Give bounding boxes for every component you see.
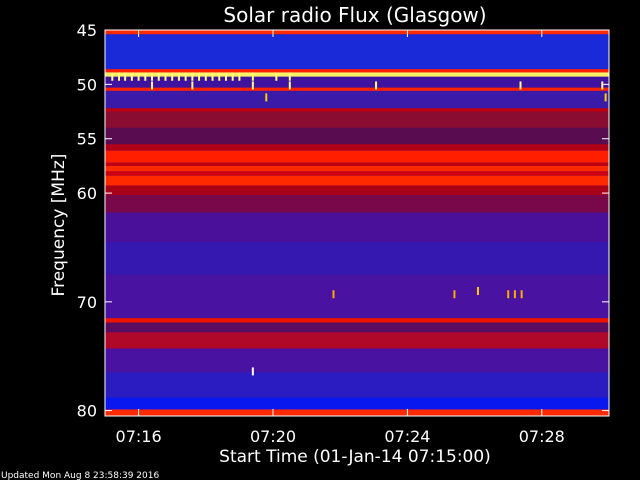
x-tick-label-3: 07:28 xyxy=(519,427,565,446)
burst-0-10 xyxy=(177,72,180,81)
burst-4-4 xyxy=(520,290,523,299)
plot-frame xyxy=(104,29,610,417)
frequency-band-17 xyxy=(105,195,609,213)
burst-0-6 xyxy=(151,72,154,81)
burst-0-16 xyxy=(218,72,221,81)
y-tick-label-5: 80 xyxy=(77,402,97,421)
x-axis-label: Start Time (01-Jan-14 07:15:00) xyxy=(219,447,491,467)
burst-0-3 xyxy=(130,72,133,81)
burst-0-20 xyxy=(251,72,254,81)
burst-4-2 xyxy=(507,290,510,299)
burst-4-3 xyxy=(513,290,516,299)
burst-1-3 xyxy=(288,81,291,90)
burst-0-1 xyxy=(118,72,120,81)
frequency-band-18 xyxy=(105,212,609,243)
frequency-band-10 xyxy=(105,144,609,151)
burst-3-0 xyxy=(476,286,479,295)
frequency-band-6 xyxy=(105,90,609,109)
frequency-band-22 xyxy=(105,322,609,333)
burst-1-1 xyxy=(191,81,194,90)
burst-1-2 xyxy=(251,81,254,90)
burst-0-17 xyxy=(224,72,227,81)
frequency-band-16 xyxy=(105,185,609,196)
burst-0-22 xyxy=(288,72,291,81)
burst-0-21 xyxy=(275,72,278,81)
frequency-band-11 xyxy=(105,150,609,163)
chart-title: Solar radio Flux (Glasgow) xyxy=(223,3,486,27)
y-tick-label-4: 70 xyxy=(77,293,97,312)
burst-0-15 xyxy=(211,72,214,81)
frequency-band-27 xyxy=(105,409,609,416)
frequency-band-1 xyxy=(105,34,609,70)
burst-0-2 xyxy=(124,72,127,81)
frequency-band-25 xyxy=(105,372,609,398)
frequency-band-0 xyxy=(105,30,609,35)
frequency-band-2 xyxy=(105,69,609,73)
burst-0-5 xyxy=(144,72,147,81)
updated-timestamp: Updated Mon Aug 8 23:58:39 2016 xyxy=(1,471,159,480)
burst-0-12 xyxy=(191,72,194,81)
frequency-band-20 xyxy=(105,274,609,319)
x-tick-label-0: 07:16 xyxy=(116,427,162,446)
burst-5-0 xyxy=(251,367,254,376)
y-axis: 45 50 55 60 70 80 xyxy=(77,21,609,421)
frequency-band-4 xyxy=(105,76,609,88)
frequency-band-5 xyxy=(105,87,609,91)
x-tick-label-2: 07:24 xyxy=(384,427,430,446)
burst-4-1 xyxy=(453,290,456,299)
burst-4-0 xyxy=(332,290,335,299)
burst-0-0 xyxy=(111,72,114,81)
frequency-band-13 xyxy=(105,165,609,172)
burst-0-11 xyxy=(184,72,187,81)
frequency-band-23 xyxy=(105,332,609,349)
burst-0-8 xyxy=(164,72,167,81)
burst-1-0 xyxy=(151,81,154,90)
burst-0-13 xyxy=(198,72,201,81)
burst-1-4 xyxy=(375,81,378,90)
y-tick-label-3: 60 xyxy=(77,184,97,203)
y-tick-label-2: 55 xyxy=(77,130,97,149)
y-tick-label-0: 45 xyxy=(77,21,97,40)
frequency-band-8 xyxy=(105,111,609,128)
burst-0-19 xyxy=(238,72,241,81)
frequency-band-15 xyxy=(105,175,609,186)
frequency-band-9 xyxy=(105,127,609,145)
frequency-band-19 xyxy=(105,242,609,275)
x-tick-label-1: 07:20 xyxy=(250,427,296,446)
y-tick-label-1: 50 xyxy=(77,75,97,94)
frequency-band-14 xyxy=(105,171,609,176)
burst-0-14 xyxy=(204,72,207,81)
frequency-band-24 xyxy=(105,348,609,373)
frequency-band-7 xyxy=(105,108,609,112)
burst-0-4 xyxy=(137,72,140,81)
y-axis-label: Frequency [MHz] xyxy=(49,154,69,297)
burst-2-0 xyxy=(265,93,268,102)
x-axis: 07:16 07:20 07:24 07:28 xyxy=(116,30,565,446)
burst-0-9 xyxy=(171,72,174,81)
frequency-band-3 xyxy=(105,72,609,77)
burst-0-7 xyxy=(157,72,160,81)
burst-1-5 xyxy=(519,81,522,90)
heatmap-area xyxy=(105,30,609,416)
burst-0-18 xyxy=(231,72,234,81)
frequency-band-26 xyxy=(105,397,609,410)
frequency-band-21 xyxy=(105,318,609,323)
burst-2-1 xyxy=(604,93,607,102)
frequency-band-12 xyxy=(105,162,609,166)
burst-1-6 xyxy=(601,81,604,90)
